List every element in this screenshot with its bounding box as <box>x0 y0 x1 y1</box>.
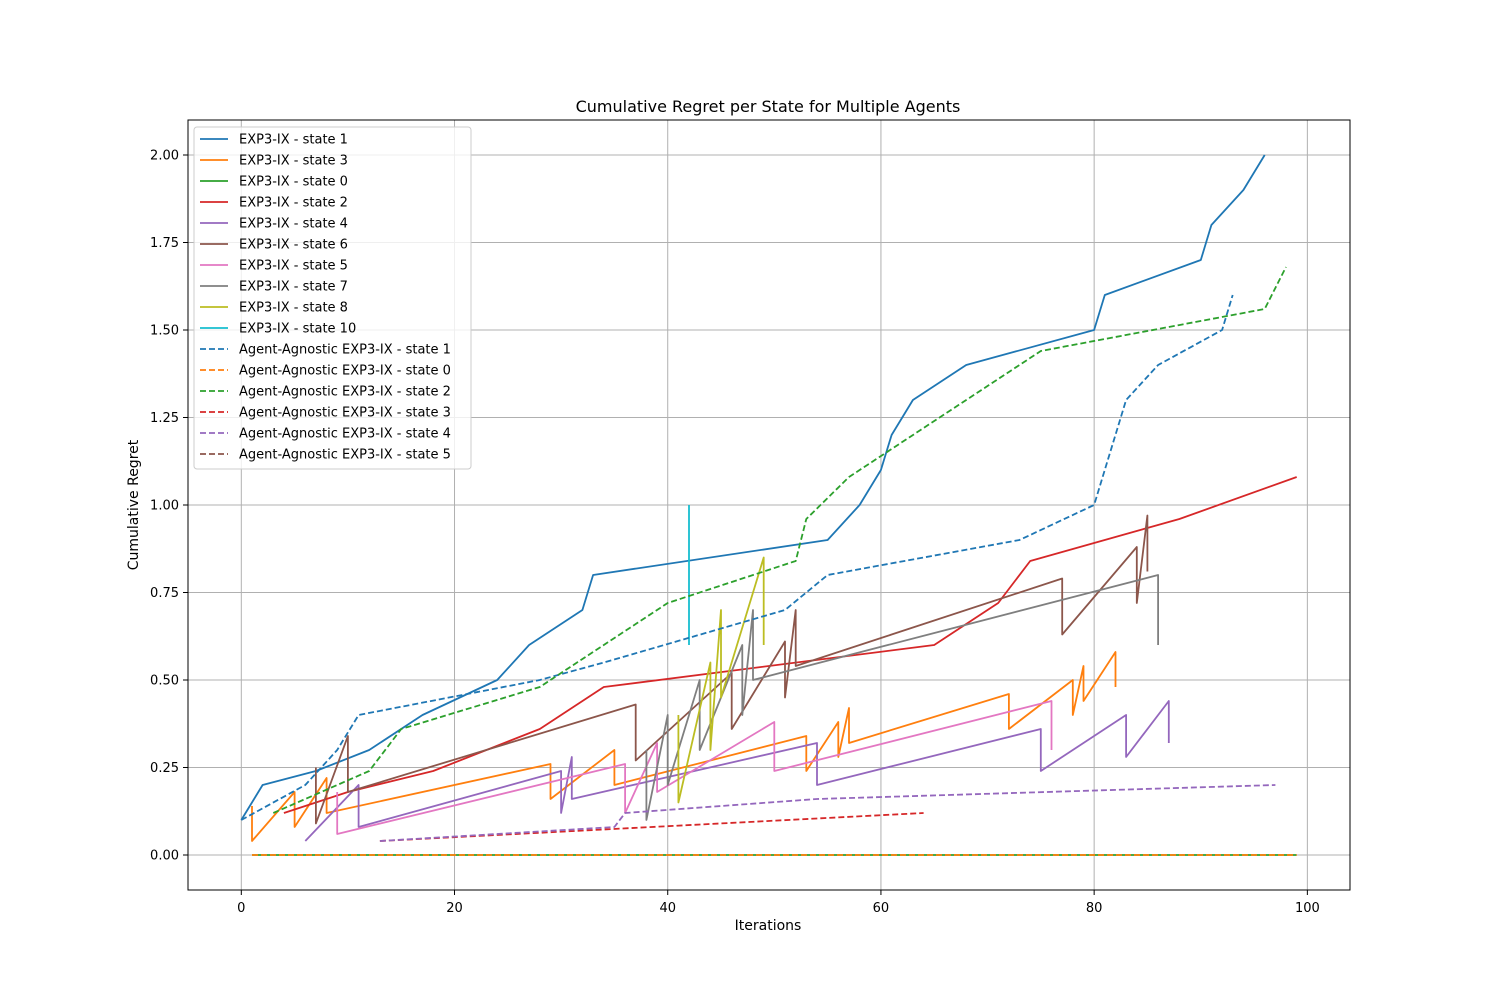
legend-item: Agent-Agnostic EXP3-IX - state 1 <box>200 343 451 358</box>
x-tick-label: 40 <box>659 901 676 916</box>
x-tick-label: 100 <box>1295 901 1320 916</box>
legend-label: Agent-Agnostic EXP3-IX - state 4 <box>239 427 451 442</box>
legend-label: EXP3-IX - state 4 <box>239 217 348 232</box>
legend-label: EXP3-IX - state 2 <box>239 196 348 211</box>
legend-label: Agent-Agnostic EXP3-IX - state 3 <box>239 406 451 421</box>
legend-label: EXP3-IX - state 6 <box>239 238 348 253</box>
series-line <box>283 476 1298 814</box>
y-tick-label: 1.50 <box>150 324 179 339</box>
series-lines <box>240 154 1298 856</box>
grid <box>188 120 1350 890</box>
y-tick-label: 1.25 <box>150 411 179 426</box>
y-axis-label: Cumulative Regret <box>126 439 142 570</box>
series-exp3-ix-state-8 <box>677 556 765 804</box>
legend-label: EXP3-IX - state 8 <box>239 301 348 316</box>
legend-item: Agent-Agnostic EXP3-IX - state 3 <box>200 406 451 421</box>
legend-item: Agent-Agnostic EXP3-IX - state 5 <box>200 448 451 463</box>
series-line <box>304 700 1170 842</box>
legend-item: EXP3-IX - state 6 <box>200 238 348 253</box>
legend-item: Agent-Agnostic EXP3-IX - state 4 <box>200 427 451 442</box>
legend-item: EXP3-IX - state 4 <box>200 217 348 232</box>
legend-label: EXP3-IX - state 1 <box>239 133 348 148</box>
series-line <box>379 784 1276 842</box>
legend-item: EXP3-IX - state 5 <box>200 259 348 274</box>
x-tick-label: 20 <box>446 901 463 916</box>
series-line <box>314 514 1149 825</box>
x-tick-label: 80 <box>1086 901 1103 916</box>
series-exp3-ix-state-2 <box>283 476 1298 814</box>
y-tick-label: 0.25 <box>150 761 179 776</box>
x-tick-label: 0 <box>237 901 245 916</box>
legend-label: EXP3-IX - state 0 <box>239 175 348 190</box>
series-line <box>272 266 1287 814</box>
x-axis-label: Iterations <box>735 918 802 934</box>
legend-item: EXP3-IX - state 1 <box>200 133 348 148</box>
legend-item: EXP3-IX - state 2 <box>200 196 348 211</box>
y-tick-label: 0.50 <box>150 674 179 689</box>
series-line <box>240 154 1266 821</box>
legend-label: EXP3-IX - state 5 <box>239 259 348 274</box>
y-tick-label: 0.00 <box>150 849 179 864</box>
legend-label: Agent-Agnostic EXP3-IX - state 1 <box>239 343 451 358</box>
series-exp3-ix-state-4 <box>304 700 1170 842</box>
legend-item: EXP3-IX - state 0 <box>200 175 348 190</box>
legend-label: EXP3-IX - state 3 <box>239 154 348 169</box>
series-exp3-ix-state-3 <box>251 651 1117 842</box>
legend-item: EXP3-IX - state 10 <box>200 322 356 337</box>
series-line <box>251 651 1117 842</box>
legend-item: Agent-Agnostic EXP3-IX - state 2 <box>200 385 451 400</box>
legend-item: EXP3-IX - state 8 <box>200 301 348 316</box>
axis-ticks: 0 20 40 60 80 100 0.00 0.25 0.50 0.75 1.00 1.25 1.50… <box>150 149 1320 917</box>
y-tick-label: 1.00 <box>150 499 179 514</box>
legend-item: Agent-Agnostic EXP3-IX - state 0 <box>200 364 451 379</box>
y-tick-label: 1.75 <box>150 236 179 251</box>
legend: EXP3-IX - state 1 EXP3-IX - state 3 EXP3-I… <box>193 126 472 470</box>
legend-label: Agent-Agnostic EXP3-IX - state 5 <box>239 448 451 463</box>
series-agent-agnostic-exp3-ix-state-2 <box>272 266 1287 814</box>
series-agent-agnostic-exp3-ix-state-4 <box>379 784 1276 842</box>
chart-title: Cumulative Regret per State for Multiple… <box>576 97 961 116</box>
y-tick-label: 2.00 <box>150 149 179 164</box>
series-line <box>677 556 765 804</box>
legend-box <box>193 126 472 470</box>
y-tick-label: 0.75 <box>150 586 179 601</box>
legend-item: EXP3-IX - state 3 <box>200 154 348 169</box>
legend-label: Agent-Agnostic EXP3-IX - state 2 <box>239 385 451 400</box>
series-exp3-ix-state-6 <box>314 514 1149 825</box>
series-exp3-ix-state-1 <box>240 154 1266 821</box>
series-line <box>240 294 1234 821</box>
legend-label: Agent-Agnostic EXP3-IX - state 0 <box>239 364 451 379</box>
legend-label: EXP3-IX - state 10 <box>239 322 356 337</box>
legend-label: EXP3-IX - state 7 <box>239 280 348 295</box>
x-tick-label: 60 <box>873 901 890 916</box>
legend-item: EXP3-IX - state 7 <box>200 280 348 295</box>
series-agent-agnostic-exp3-ix-state-1 <box>240 294 1234 821</box>
